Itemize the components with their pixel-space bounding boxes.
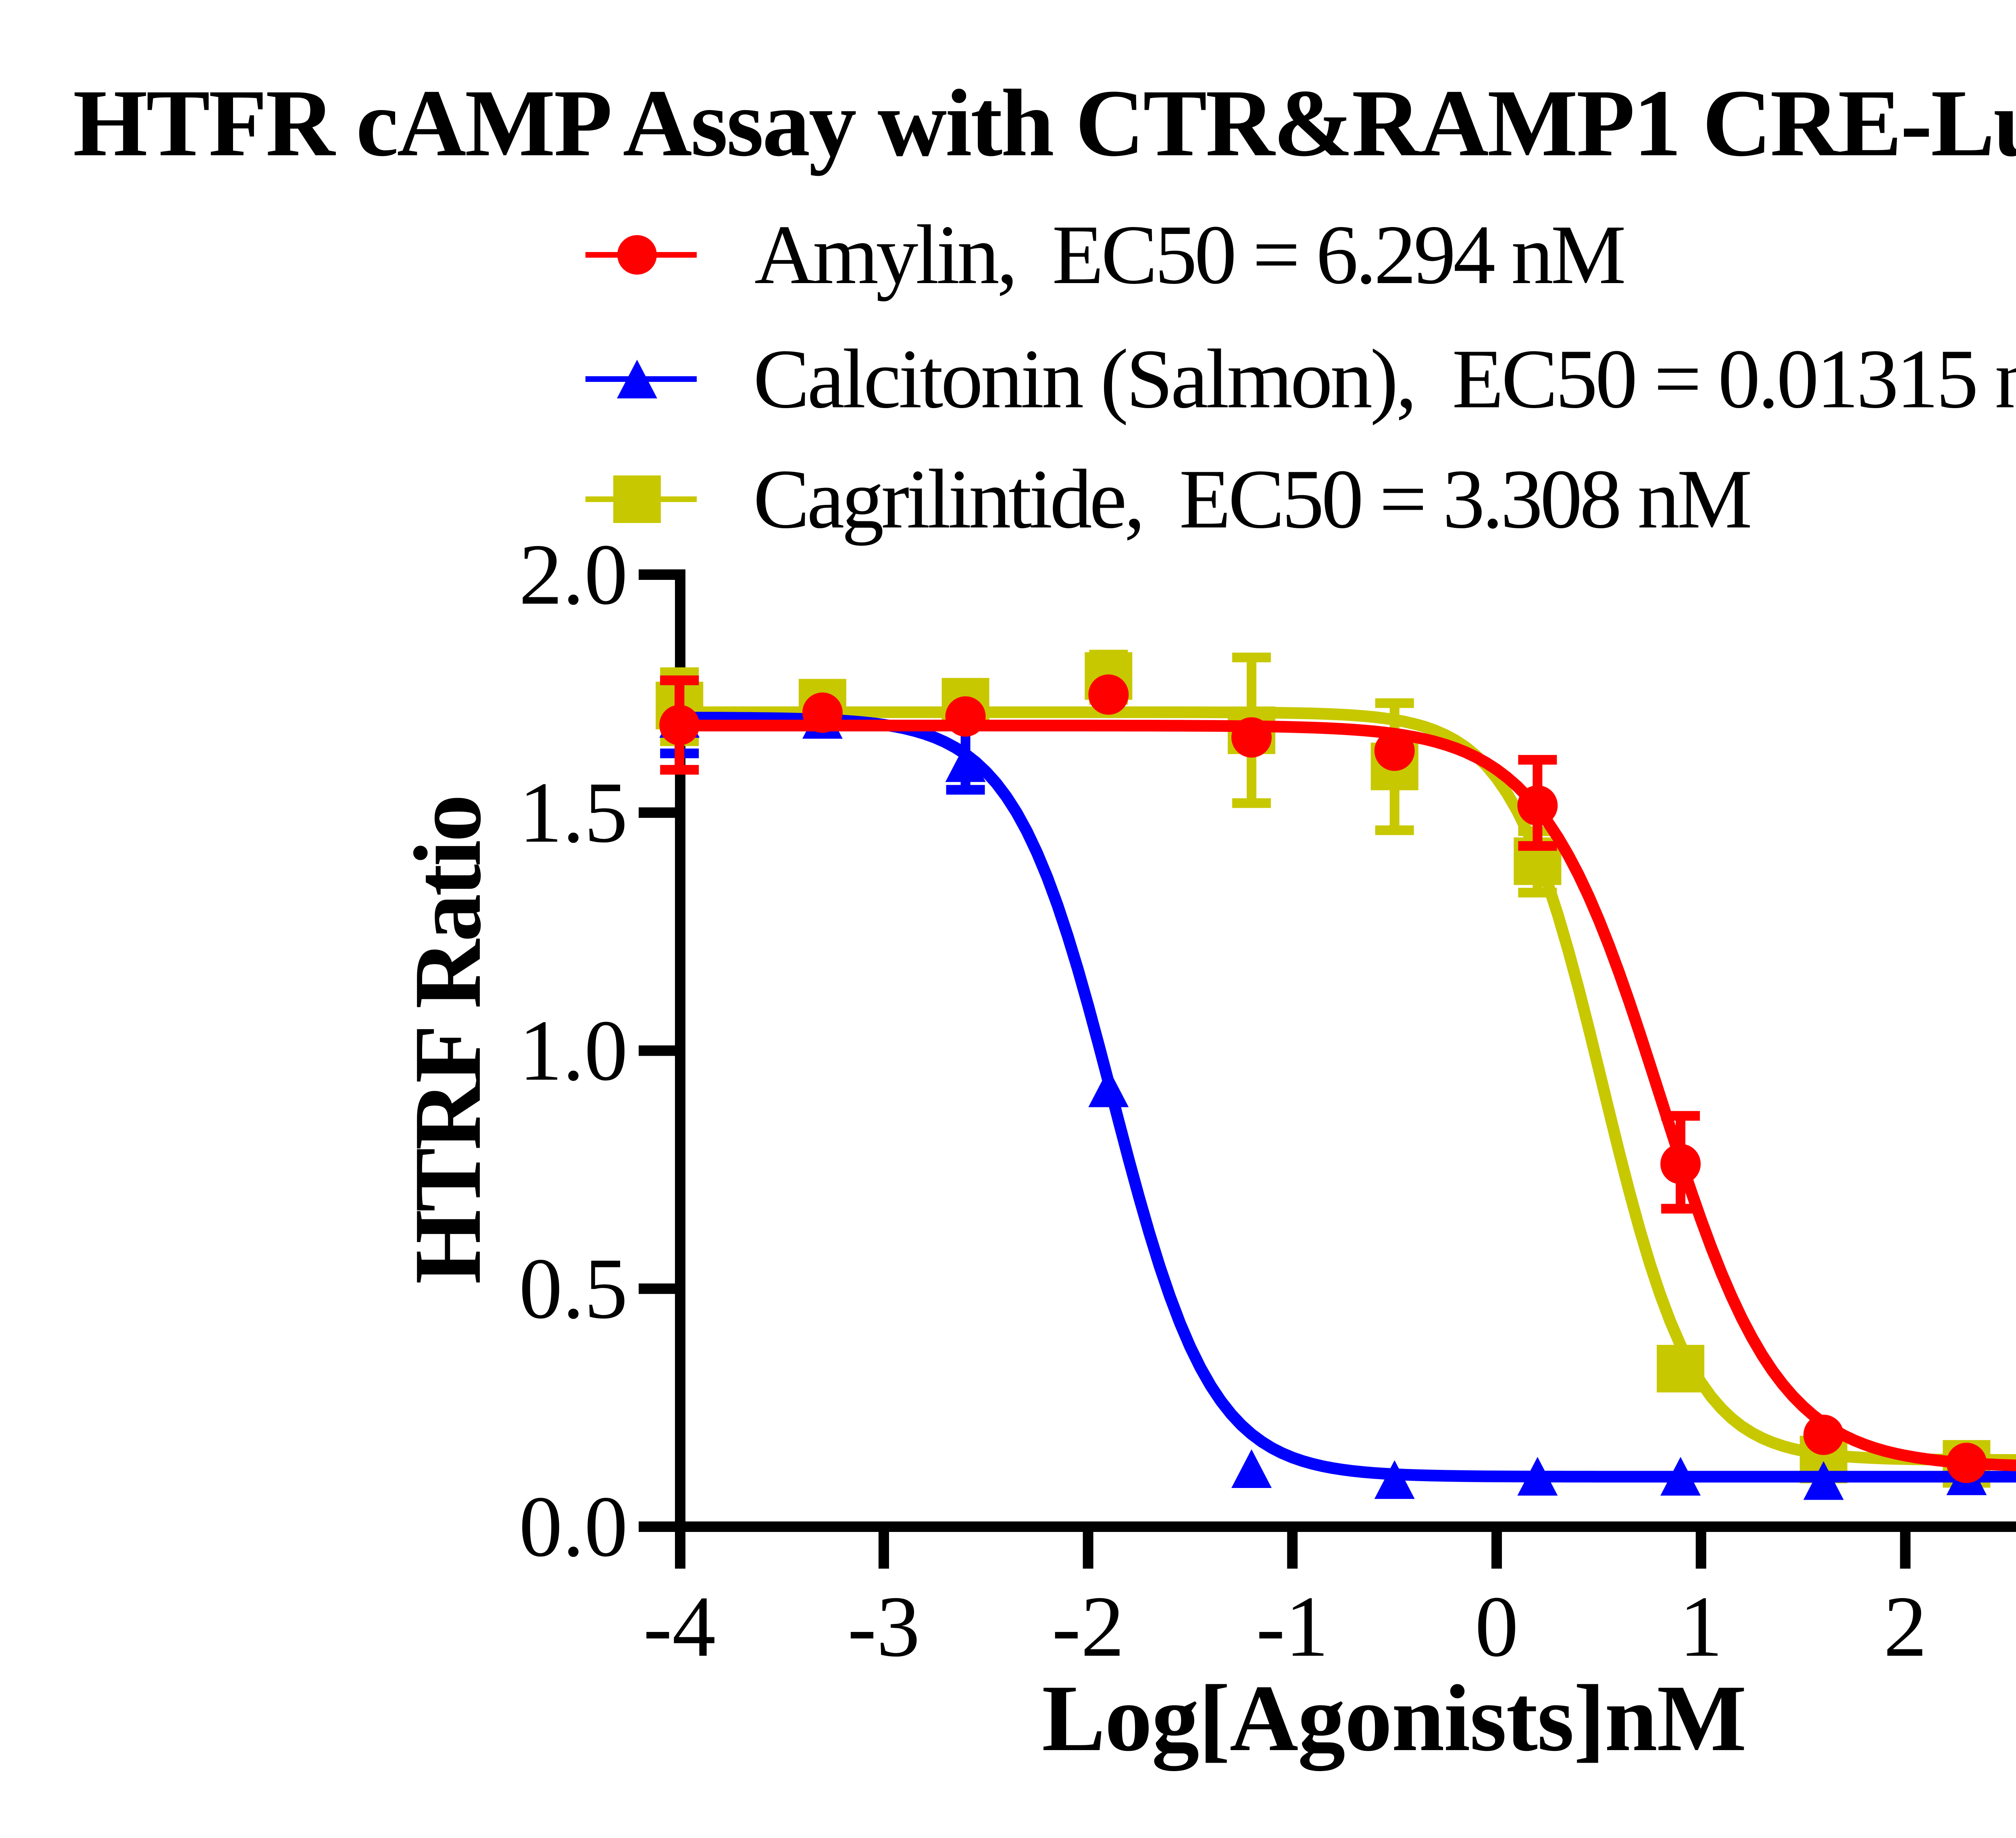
- svg-text:-2: -2: [1052, 1578, 1125, 1675]
- svg-text:1.5: 1.5: [519, 764, 628, 861]
- svg-text:HTFR cAMP Assay with CTR&RAMP1: HTFR cAMP Assay with CTR&RAMP1 CRE-Luc H…: [73, 70, 2016, 176]
- svg-text:0.0: 0.0: [519, 1478, 628, 1575]
- svg-text:2: 2: [1883, 1578, 1927, 1675]
- svg-text:-1: -1: [1256, 1578, 1329, 1675]
- svg-text:1.0: 1.0: [519, 1002, 628, 1099]
- svg-text:0: 0: [1475, 1578, 1518, 1675]
- svg-text:2.0: 2.0: [519, 526, 628, 623]
- svg-text:Amylin, EC50 = 6.294 nM: Amylin, EC50 = 6.294 nM: [754, 208, 1626, 302]
- svg-text:-4: -4: [643, 1578, 716, 1675]
- svg-text:Calcitonin (Salmon), EC50 = 0: Calcitonin (Salmon), EC50 = 0.01315 nM: [753, 332, 2016, 426]
- svg-text:1: 1: [1679, 1578, 1723, 1675]
- svg-text:-3: -3: [848, 1578, 920, 1675]
- svg-text:HTRF Ratio: HTRF Ratio: [395, 794, 501, 1284]
- svg-text:Cagrilintide, EC50 = 3.308 nM: Cagrilintide, EC50 = 3.308 nM: [753, 452, 1752, 546]
- svg-text:0.5: 0.5: [519, 1240, 628, 1337]
- svg-text:Log[Agonists]nM: Log[Agonists]nM: [1042, 1666, 1747, 1771]
